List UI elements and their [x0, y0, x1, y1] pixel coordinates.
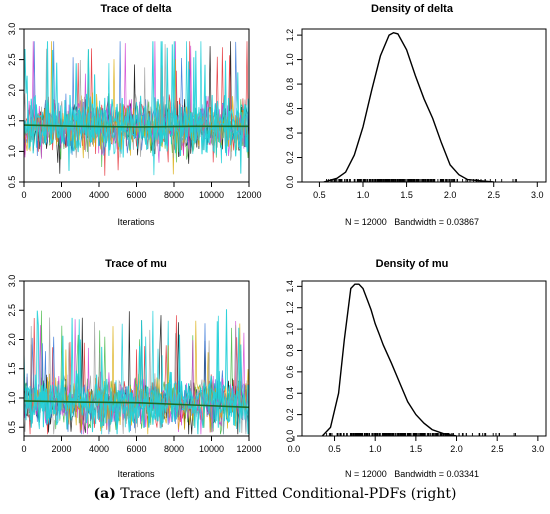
density-mu-rug	[326, 433, 516, 436]
density-mu-xtick-label: 1.5	[410, 444, 423, 454]
trace-delta-xlabel: Iterations	[117, 217, 155, 227]
density-delta-ytick-label: 0.0	[285, 176, 295, 189]
trace-mu-panel: Trace of mu 0 2000 4000 6000 8000 10000 12000 …	[7, 258, 262, 479]
density-mu-frame	[301, 280, 547, 437]
density-delta-xtick-label: 1.0	[357, 190, 370, 200]
trace-mu-xtick-label: 8000	[164, 444, 184, 454]
caption-label: (a)	[93, 486, 116, 502]
density-delta-ytick-label: 0.4	[285, 127, 295, 140]
trace-delta-ytick-label: 0.5	[7, 176, 17, 189]
trace-mu-xtick-label: 0	[21, 444, 26, 454]
density-mu-xtick-label: 2.0	[450, 444, 463, 454]
trace-delta-smooth-line	[24, 124, 249, 128]
density-mu-xtick-label: 1.0	[369, 444, 382, 454]
density-mu-ytick-label: 0.4	[285, 387, 295, 400]
density-delta-xtick-label: 1.5	[400, 190, 413, 200]
trace-delta-title: Trace of delta	[101, 3, 173, 15]
trace-delta-ytick-label: 1.0	[7, 145, 17, 158]
trace-delta-xtick-label: 0	[21, 190, 26, 200]
trace-mu-ytick-label: 3.0	[7, 275, 17, 288]
trace-delta-xtick-label: 10000	[199, 190, 224, 200]
trace-mu-ytick-label: 2.0	[7, 333, 17, 346]
density-mu-ytick-label: 0.8	[285, 344, 295, 357]
trace-mu-xlabel: Iterations	[117, 469, 155, 479]
trace-mu-chain-line	[24, 310, 249, 435]
trace-mu-xtick-label: 10000	[199, 444, 224, 454]
density-mu-xtick-label: 3.0	[532, 444, 545, 454]
trace-mu-smooth-line	[24, 400, 249, 409]
trace-delta-xtick-label: 8000	[164, 190, 184, 200]
trace-mu-ytick-label: 1.0	[7, 392, 17, 405]
trace-delta-ytick-label: 1.5	[7, 115, 17, 128]
trace-delta-xtick-label: 12000	[236, 190, 261, 200]
density-delta-curve	[323, 31, 494, 182]
density-delta-panel: Density of delta 0.5 1.0 1.5 2.0 2.5 3.0 0.0 0…	[285, 3, 547, 227]
density-delta-xtick-label: 2.0	[444, 190, 457, 200]
density-mu-xtick-label: 0.5	[328, 444, 341, 454]
trace-delta-xtick-label: 2000	[51, 190, 71, 200]
trace-mu-ytick-label: 1.5	[7, 362, 17, 375]
density-delta-ytick-label: 1.0	[285, 53, 295, 66]
density-delta-xtick-label: 2.5	[487, 190, 500, 200]
density-mu-ytick-label: 0.6	[285, 366, 295, 379]
trace-mu-ytick-label: 0.5	[7, 421, 17, 434]
density-mu-ytick-label: 0.2	[285, 408, 295, 421]
trace-delta-ytick-label: 3.0	[7, 23, 17, 36]
trace-mu-xtick-label: 2000	[51, 444, 71, 454]
density-mu-panel: Density of mu 0.0 0.5 1.0 1.5 2.0 2.5 3.0 0.0 0…	[285, 258, 547, 479]
density-mu-ytick-label: 1.4	[285, 280, 295, 293]
trace-delta-chain-line	[24, 44, 249, 161]
trace-mu-xtick-label: 4000	[89, 444, 109, 454]
density-mu-xtick-label: 0.0	[288, 444, 301, 454]
trace-delta-chain-line	[24, 41, 249, 171]
density-mu-ytick-label: 1.2	[285, 301, 295, 314]
caption-text: Trace (left) and Fitted Conditional-PDFs…	[120, 486, 457, 502]
density-mu-curve	[321, 283, 457, 436]
trace-delta-chain-line	[24, 41, 249, 174]
figure-caption: (a) Trace (left) and Fitted Conditional-…	[0, 486, 550, 502]
density-mu-title: Density of mu	[376, 258, 449, 270]
density-delta-xtick-label: 0.5	[313, 190, 326, 200]
density-delta-ytick-label: 0.8	[285, 78, 295, 91]
density-mu-xlabel: N = 12000 Bandwidth = 0.03341	[345, 469, 479, 479]
density-delta-xtick-label: 3.0	[531, 190, 544, 200]
trace-mu-title: Trace of mu	[105, 258, 167, 270]
density-delta-frame	[301, 28, 547, 183]
density-mu-ytick-label: 0.0	[285, 430, 295, 443]
density-delta-xlabel: N = 12000 Bandwidth = 0.03867	[345, 217, 479, 227]
trace-delta-xtick-label: 6000	[126, 190, 146, 200]
trace-delta-panel: Trace of delta 0 2000 4000 6000 8000 10000 120…	[7, 3, 262, 227]
trace-mu-xtick-label: 12000	[236, 444, 261, 454]
density-delta-ytick-label: 0.6	[285, 102, 295, 115]
trace-delta-xtick-label: 4000	[89, 190, 109, 200]
density-mu-xtick-label: 2.5	[491, 444, 504, 454]
trace-mu-xtick-label: 6000	[126, 444, 146, 454]
trace-mu-chain-line	[24, 309, 249, 435]
density-delta-title: Density of delta	[371, 3, 454, 15]
trace-mu-ytick-label: 2.5	[7, 304, 17, 317]
trace-delta-ytick-label: 2.5	[7, 53, 17, 66]
density-delta-ytick-label: 0.2	[285, 151, 295, 164]
density-delta-ytick-label: 1.2	[285, 29, 295, 42]
density-mu-ytick-label: 1.0	[285, 323, 295, 336]
density-delta-rug	[326, 179, 517, 182]
trace-delta-ytick-label: 2.0	[7, 84, 17, 97]
